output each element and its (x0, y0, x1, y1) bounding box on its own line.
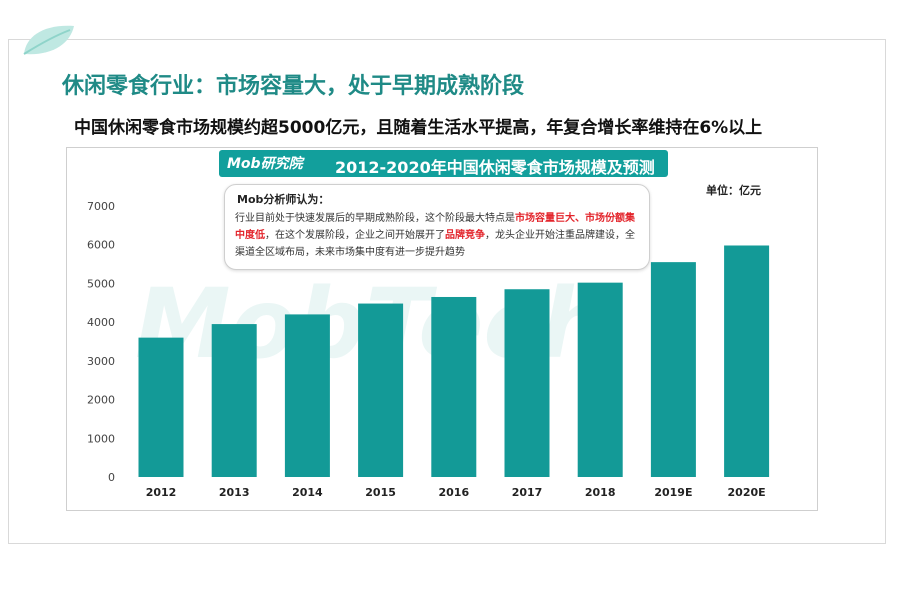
x-tick-label: 2018 (585, 486, 616, 499)
bar-2013 (211, 324, 257, 477)
x-tick-label: 2012 (146, 486, 177, 499)
analyst-note: Mob分析师认为： 行业目前处于快速发展后的早期成熟阶段，这个阶段最大特点是市场… (224, 184, 650, 270)
note-highlight: 品牌竞争 (445, 230, 485, 241)
mob-logo: Mob研究院 (227, 156, 303, 172)
y-tick-label: 5000 (87, 277, 115, 290)
y-tick-label: 1000 (87, 432, 115, 445)
bar-2014 (284, 314, 330, 477)
unit-label: 单位：亿元 (706, 184, 761, 197)
x-tick-label: 2020E (728, 486, 766, 499)
chart-title: 2012-2020年中国休闲零食市场规模及预测 (335, 158, 655, 177)
note-text: 行业目前处于快速发展后的早期成熟阶段，这个阶段最大特点是 (235, 213, 515, 224)
bar-2017 (504, 289, 550, 477)
x-tick-label: 2014 (292, 486, 323, 499)
bar-2019E (650, 262, 696, 477)
bar-2016 (431, 296, 477, 477)
note-heading: Mob分析师认为： (237, 193, 330, 206)
bar-2012 (138, 337, 184, 477)
y-tick-label: 7000 (87, 200, 115, 213)
x-tick-label: 2016 (438, 486, 469, 499)
page-subtitle: 中国休闲零食市场规模约超5000亿元，且随着生活水平提高，年复合增长率维持在6%… (74, 118, 763, 138)
y-tick-label: 3000 (87, 355, 115, 368)
page-title: 休闲零食行业：市场容量大，处于早期成熟阶段 (62, 74, 525, 99)
note-highlight: 市场容量巨大、市场份额集中度低 (235, 213, 635, 241)
x-tick-label: 2019E (654, 486, 692, 499)
y-tick-label: 6000 (87, 239, 115, 252)
leaf-logo-icon (23, 25, 74, 55)
bar-2015 (358, 303, 404, 477)
x-tick-label: 2015 (365, 486, 396, 499)
note-body: 行业目前处于快速发展后的早期成熟阶段，这个阶段最大特点是市场容量巨大、市场份额集… (235, 210, 639, 261)
note-text: ，在这个发展阶段，企业之间开始展开了 (265, 230, 445, 241)
x-tick-label: 2013 (219, 486, 250, 499)
y-tick-label: 4000 (87, 316, 115, 329)
bar-2020E (724, 245, 770, 477)
chart-banner: Mob研究院 2012-2020年中国休闲零食市场规模及预测 (219, 150, 668, 177)
bar-2018 (577, 282, 623, 477)
note-text: ，龙头企业开始注重品牌建设，全渠道全区域布局，未来市场集中度有进一步提升趋势 (235, 230, 635, 258)
y-tick-label: 2000 (87, 394, 115, 407)
x-tick-label: 2017 (512, 486, 543, 499)
y-tick-label: 0 (108, 471, 115, 484)
